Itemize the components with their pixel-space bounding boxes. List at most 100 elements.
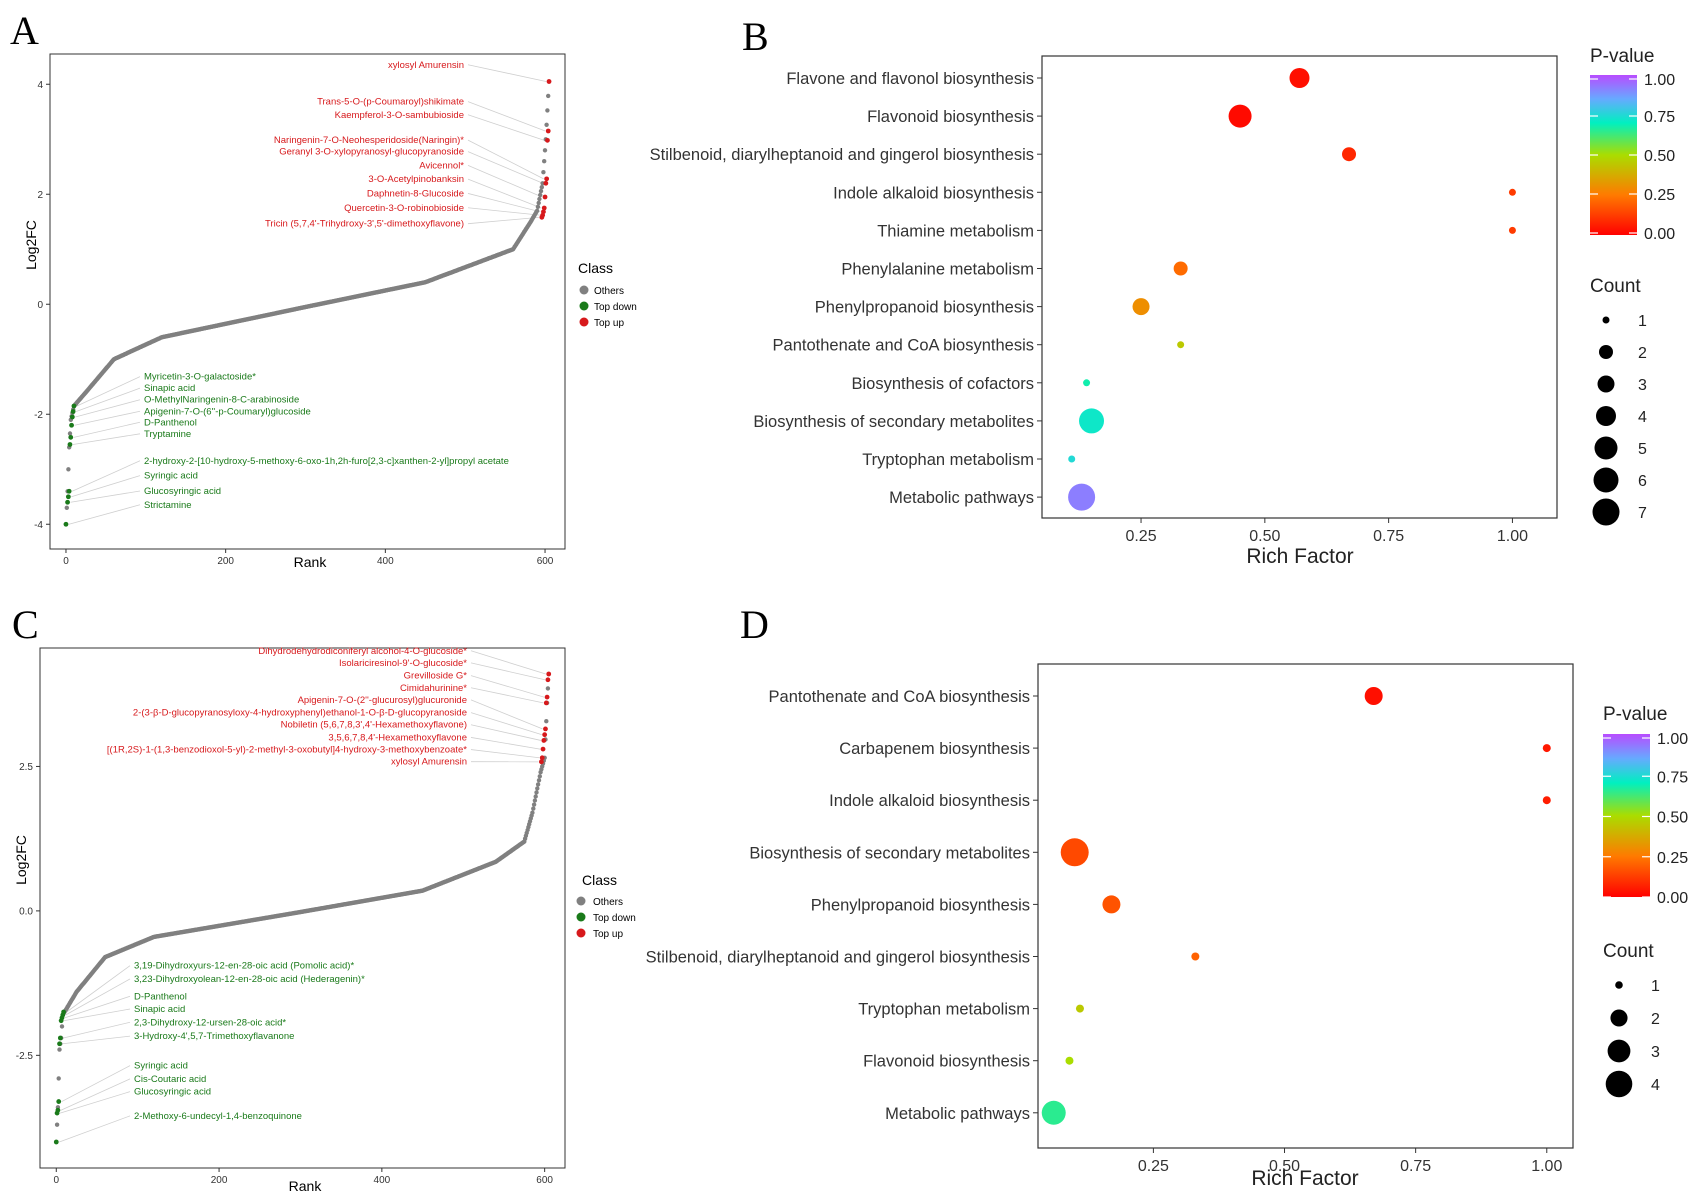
- label-connector: [71, 475, 141, 498]
- pathway-label: Carbapenem biosynthesis: [839, 740, 1030, 758]
- label-connector: [470, 712, 542, 736]
- x-tick-label: 1.00: [1531, 1158, 1562, 1175]
- count-legend-label: 4: [1651, 1077, 1660, 1094]
- label-connector: [74, 410, 141, 426]
- pathway-label: Pantothenate and CoA biosynthesis: [773, 337, 1034, 355]
- count-legend-dot: [1615, 981, 1623, 989]
- data-point: [67, 431, 73, 436]
- label-connector: [71, 460, 141, 492]
- panel-b-count-title: Count: [1590, 276, 1641, 297]
- label-connector: [59, 1091, 131, 1114]
- pathway-bubble: [1068, 483, 1096, 511]
- data-point: [535, 786, 540, 791]
- data-point: [535, 204, 541, 209]
- pathway-bubble: [1083, 379, 1091, 387]
- label-connector: [470, 687, 544, 704]
- panel-d-count-legend: Count 1 2 3 4: [1603, 941, 1660, 1098]
- legend-label-top-up: Top up: [594, 318, 624, 329]
- metabolite-label: Glucosyringic acid: [134, 1087, 211, 1098]
- metabolite-label: Apigenin-7-O-(2''-glucurosyl)glucuronide: [298, 695, 467, 706]
- data-point: [542, 159, 547, 164]
- colorbar-tick-label: 0.50: [1657, 810, 1688, 827]
- pathway-label: Indole alkaloid biosynthesis: [829, 792, 1030, 810]
- metabolite-label: Sinapic acid: [144, 383, 195, 394]
- panel-a-labels: xylosyl Amurensin Trans-5-O-(p-Coumaroyl)…: [144, 60, 509, 511]
- highlighted-point: [70, 409, 76, 414]
- data-point: [538, 188, 544, 194]
- count-legend-dot: [1602, 316, 1610, 324]
- pathway-label: Biosynthesis of cofactors: [852, 375, 1035, 393]
- metabolite-label: Glucosyringic acid: [144, 486, 221, 497]
- highlighted-point: [539, 214, 545, 220]
- colorbar-tick-label: 0.00: [1644, 226, 1675, 243]
- y-tick-label: 0: [37, 300, 43, 311]
- panel-c-legend: Class Others Top down Top up: [576, 872, 636, 940]
- label-connector: [59, 1115, 131, 1143]
- panel-c-rank-plot: 0 200 400 600 -2.5 0.0 2.5 Dihydrodehydrodicon…: [13, 646, 636, 1194]
- highlighted-point: [68, 434, 74, 440]
- highlighted-point: [58, 1018, 64, 1024]
- metabolite-label: Dihydrodehydrodiconiferyl alcohol-4-O-gl…: [258, 646, 467, 657]
- highlighted-point: [56, 1099, 62, 1104]
- x-tick-label: 1.00: [1497, 528, 1528, 545]
- pathway-bubble: [1173, 261, 1188, 276]
- highlighted-point: [65, 494, 71, 500]
- metabolite-label: 3,19-Dihydroxyurs-12-en-28-oic acid (Pom…: [134, 961, 354, 972]
- y-tick-label: 0.0: [19, 906, 33, 917]
- legend-dot-others: [579, 285, 589, 295]
- panel-a-label-lines: [68, 64, 547, 525]
- data-point: [535, 782, 541, 787]
- metabolite-label: Avicennol*: [419, 160, 464, 171]
- colorbar-tick-label: 0.25: [1657, 850, 1688, 867]
- panel-d-ticks: 0.25 0.50 0.75 1.00: [1138, 1148, 1562, 1175]
- panel-d-kegg-bubble: Pantothenate and CoA biosynthesis Carbape…: [646, 663, 1688, 1190]
- highlighted-point: [541, 205, 547, 211]
- panel-c-legend-title: Class: [582, 872, 617, 888]
- metabolite-label: 2-hydroxy-2-[10-hydroxy-5-methoxy-6-oxo-…: [144, 456, 509, 467]
- panel-d-colorbar: [1603, 734, 1650, 897]
- data-point: [537, 774, 542, 779]
- metabolite-label: 3,5,6,7,8,4'-Hexamethoxyflavone: [328, 732, 467, 743]
- pathway-bubble: [1364, 687, 1383, 705]
- count-legend-dot: [1597, 375, 1615, 393]
- legend-label-top-down: Top down: [594, 302, 637, 313]
- panel-b-categories: Flavone and flavonol biosynthesis Flavono…: [650, 70, 1042, 507]
- data-point: [546, 93, 551, 99]
- pathway-bubble: [1289, 68, 1310, 88]
- highlighted-point: [63, 521, 69, 527]
- metabolite-label: Cis-Coutaric acid: [134, 1074, 206, 1085]
- pathway-bubble: [1060, 838, 1089, 867]
- panel-d-xlabel: Rich Factor: [1251, 1167, 1358, 1190]
- highlighted-point: [57, 1035, 63, 1041]
- data-point: [544, 122, 549, 128]
- count-legend-dot: [1605, 1070, 1633, 1098]
- data-point: [531, 806, 536, 811]
- highlighted-point: [65, 499, 70, 505]
- highlighted-point: [71, 403, 77, 409]
- data-point: [54, 1122, 60, 1127]
- panel-b-count-legend: Count 1 2 3 4 5 6 7: [1590, 276, 1647, 526]
- pathway-bubble: [1542, 796, 1551, 805]
- legend-dot-top-down: [579, 301, 589, 311]
- label-connector: [70, 490, 141, 503]
- data-point: [530, 810, 535, 815]
- pathway-bubble: [1191, 952, 1200, 961]
- data-point: [541, 170, 546, 175]
- colorbar-tick-label: 0.75: [1657, 769, 1688, 786]
- label-connector: [467, 64, 547, 82]
- pathway-bubble: [1542, 744, 1551, 753]
- highlighted-point: [69, 422, 74, 428]
- label-connector: [64, 995, 131, 1019]
- highlighted-point: [543, 726, 548, 732]
- x-tick-label: 0.50: [1249, 528, 1280, 545]
- panel-d-pvalue-title: P-value: [1603, 704, 1667, 725]
- colorbar-tick-label: 1.00: [1644, 72, 1675, 89]
- count-legend-dot: [1599, 345, 1613, 359]
- count-legend-label: 5: [1638, 441, 1647, 458]
- panel-d-count-title: Count: [1603, 941, 1654, 962]
- pathway-bubble: [1041, 1100, 1066, 1125]
- legend-dot-top-up: [576, 928, 586, 938]
- data-point: [64, 505, 70, 510]
- panel-a-points: [63, 79, 552, 527]
- metabolite-label: Naringenin-7-O-Neohesperidoside(Naringin…: [274, 135, 464, 146]
